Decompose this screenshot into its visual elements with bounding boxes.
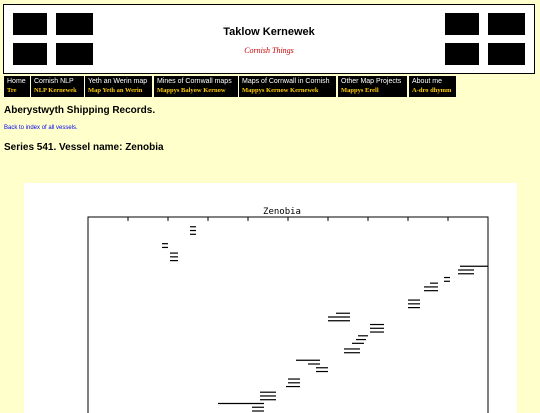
- page-heading: Aberystwyth Shipping Records.: [4, 105, 156, 116]
- cornish-flag-icon: [445, 13, 525, 65]
- nav-label: About me: [412, 78, 442, 85]
- nav-sublabel: Mappys Kernow Kernewek: [242, 87, 319, 94]
- voyage-segments: [162, 226, 488, 412]
- nav-item-yeth-an-werin[interactable]: Yeth an Werin map Map Yeth an Werin: [85, 76, 152, 97]
- series-heading: Series 541. Vessel name: Zenobia: [4, 142, 164, 153]
- nav-label: Maps of Cornwall in Cornish: [242, 78, 330, 85]
- nav-item-mines-of-cornwall[interactable]: Mines of Cornwall maps Mappys Balyow Ker…: [154, 76, 238, 97]
- nav-sublabel: Tre: [7, 87, 17, 94]
- nav-label: Home: [7, 78, 26, 85]
- cornish-flag-icon: [13, 13, 93, 65]
- nav-item-other-map-projects[interactable]: Other Map Projects Mappys Erell: [338, 76, 407, 97]
- nav-sublabel: Map Yeth an Werin: [88, 87, 143, 94]
- voyage-chart-svg: Zenobia: [87, 207, 489, 413]
- nav-label: Mines of Cornwall maps: [157, 78, 232, 85]
- site-title: Taklow Kernewek: [223, 26, 315, 38]
- nav-sublabel: Mappys Balyow Kernow: [157, 87, 226, 94]
- nav-sublabel: NLP Kernewek: [34, 87, 77, 94]
- site-subtitle: Cornish Things: [244, 46, 294, 55]
- nav-item-about-me[interactable]: About me A-dro dhymm: [409, 76, 456, 97]
- axis-ticks: [87, 217, 489, 221]
- site-banner: Taklow Kernewek Cornish Things: [3, 4, 535, 74]
- nav-item-maps-in-cornish[interactable]: Maps of Cornwall in Cornish Mappys Kerno…: [239, 76, 336, 97]
- nav-item-cornish-nlp[interactable]: Cornish NLP NLP Kernewek: [31, 76, 84, 97]
- nav-label: Yeth an Werin map: [88, 78, 148, 85]
- chart-title: Zenobia: [263, 207, 301, 217]
- nav-sublabel: Mappys Erell: [341, 87, 379, 94]
- plot-frame: [87, 216, 489, 413]
- nav-item-home[interactable]: Home Tre: [4, 76, 30, 97]
- nav-label: Other Map Projects: [341, 78, 402, 85]
- nav-sublabel: A-dro dhymm: [412, 87, 452, 94]
- nav-label: Cornish NLP: [34, 78, 74, 85]
- back-to-index-link[interactable]: Back to index of all vessels.: [4, 125, 78, 131]
- voyage-chart: Zenobia: [24, 183, 517, 413]
